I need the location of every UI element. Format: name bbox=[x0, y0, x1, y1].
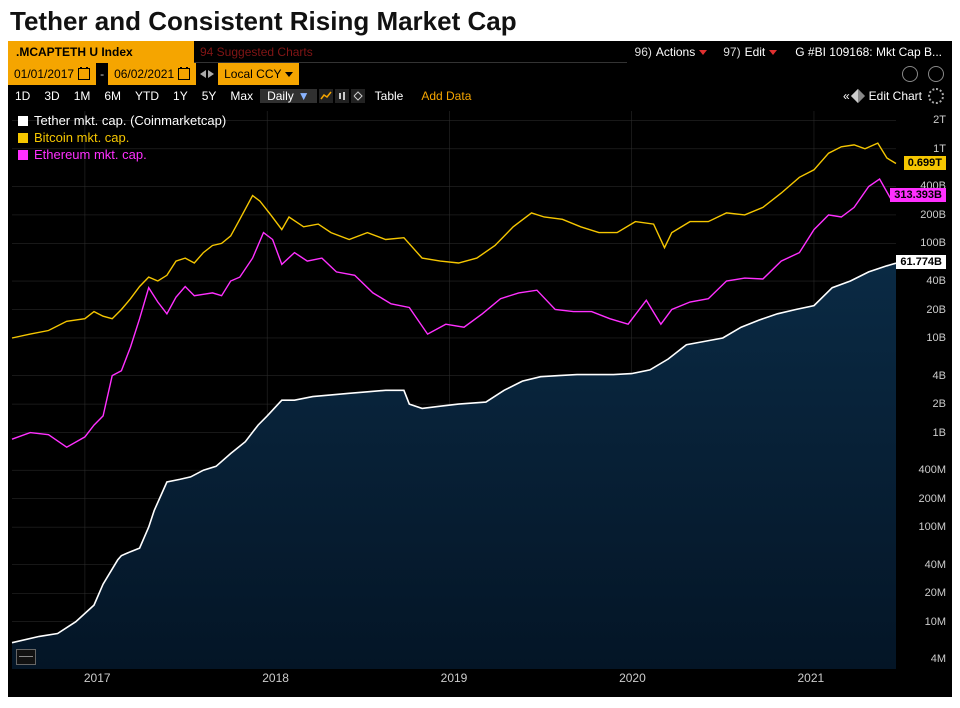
interval-selector[interactable]: Daily▼ bbox=[260, 89, 317, 103]
chart-svg bbox=[8, 107, 952, 697]
zoom-icon[interactable] bbox=[16, 649, 36, 665]
index-ticker[interactable]: .MCAPTETH U Index bbox=[8, 41, 194, 63]
value-tag-ethereum: 313.393B bbox=[890, 188, 946, 202]
legend-item-bitcoin: Bitcoin mkt. cap. bbox=[18, 130, 226, 145]
range-5y[interactable]: 5Y bbox=[195, 89, 224, 103]
range-3d[interactable]: 3D bbox=[37, 89, 66, 103]
page-title: Tether and Consistent Rising Market Cap bbox=[10, 6, 952, 37]
legend: Tether mkt. cap. (Coinmarketcap) Bitcoin… bbox=[18, 113, 226, 164]
calendar-icon bbox=[78, 68, 90, 80]
chart-area[interactable]: Tether mkt. cap. (Coinmarketcap) Bitcoin… bbox=[8, 107, 952, 697]
collapse-icon[interactable]: « bbox=[843, 89, 847, 103]
table-button[interactable]: Table bbox=[365, 89, 414, 103]
actions-menu[interactable]: 96) Actions bbox=[627, 45, 716, 59]
suggested-charts[interactable]: 94 Suggested Charts bbox=[194, 41, 627, 63]
chart-tool-icon[interactable] bbox=[351, 89, 365, 103]
arrow-right-icon[interactable] bbox=[208, 70, 214, 78]
add-data-button[interactable]: Add Data bbox=[413, 89, 479, 103]
legend-item-tether: Tether mkt. cap. (Coinmarketcap) bbox=[18, 113, 226, 128]
currency-selector[interactable]: Local CCY bbox=[218, 63, 299, 85]
range-ytd[interactable]: YTD bbox=[128, 89, 166, 103]
toolbar-range: 1D 3D 1M 6M YTD 1Y 5Y Max Daily▼ Table A… bbox=[8, 85, 952, 108]
date-from[interactable]: 01/01/2017 bbox=[8, 63, 96, 85]
x-axis-labels: 20172018201920202021 bbox=[8, 671, 900, 697]
calendar-icon bbox=[178, 68, 190, 80]
chart-type-candle-icon[interactable] bbox=[335, 89, 349, 103]
range-1d[interactable]: 1D bbox=[8, 89, 37, 103]
value-tag-tether: 61.774B bbox=[896, 255, 946, 269]
terminal-window: .MCAPTETH U Index 94 Suggested Charts 96… bbox=[8, 41, 952, 697]
toolbar-top: .MCAPTETH U Index 94 Suggested Charts 96… bbox=[8, 41, 952, 63]
range-1y[interactable]: 1Y bbox=[166, 89, 195, 103]
arrow-left-icon[interactable] bbox=[200, 70, 206, 78]
chart-type-line-icon[interactable] bbox=[319, 89, 333, 103]
legend-item-ethereum: Ethereum mkt. cap. bbox=[18, 147, 226, 162]
refresh-icon[interactable] bbox=[928, 66, 944, 82]
toolbar-dates: 01/01/2017 - 06/02/2021 Local CCY bbox=[8, 63, 952, 85]
range-max[interactable]: Max bbox=[223, 89, 260, 103]
chart-id: G #BI 109168: Mkt Cap B... bbox=[785, 45, 952, 59]
chevron-down-icon bbox=[769, 50, 777, 55]
date-to[interactable]: 06/02/2021 bbox=[108, 63, 196, 85]
value-tag-bitcoin: 0.699T bbox=[904, 156, 946, 170]
edit-chart-button[interactable]: Edit Chart bbox=[869, 89, 922, 103]
pencil-icon[interactable] bbox=[851, 89, 865, 103]
edit-menu[interactable]: 97) Edit bbox=[715, 45, 785, 59]
range-6m[interactable]: 6M bbox=[97, 89, 128, 103]
chevron-down-icon bbox=[285, 72, 293, 77]
gear-icon[interactable] bbox=[928, 88, 944, 104]
date-nav-arrows[interactable] bbox=[196, 63, 218, 85]
range-1m[interactable]: 1M bbox=[67, 89, 98, 103]
chevron-down-icon bbox=[699, 50, 707, 55]
refresh-icon[interactable] bbox=[902, 66, 918, 82]
